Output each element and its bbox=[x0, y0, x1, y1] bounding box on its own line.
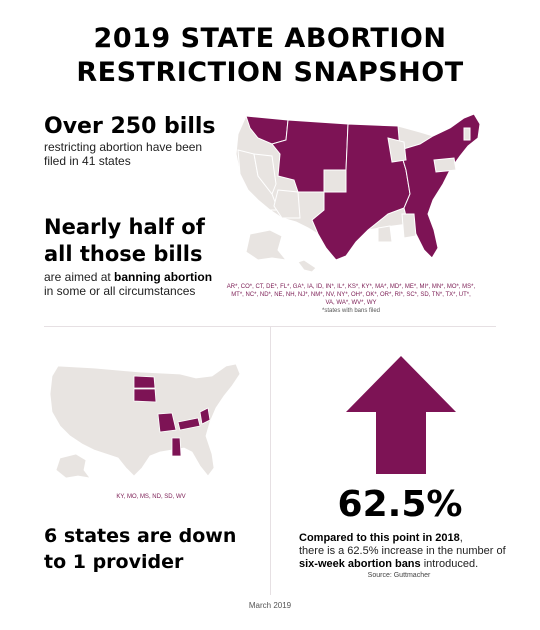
source-note: Source: Guttmacher bbox=[367, 572, 431, 579]
bills-states-list: AR*, CO*, CT, DE*, FL*, GA*, IA, ID, IN*… bbox=[226, 284, 476, 306]
map-gray-nevada bbox=[253, 153, 277, 195]
bans-sub-prefix: are aimed at bbox=[44, 270, 115, 284]
vertical-divider bbox=[270, 327, 271, 595]
map-hawaii bbox=[297, 259, 317, 273]
provider-states-list: KY, MO, MS, ND, SD, WV bbox=[116, 494, 186, 500]
map2-west-virginia bbox=[199, 407, 211, 425]
increase-line-3-suffix: introduced. bbox=[420, 558, 479, 570]
map2-mississippi bbox=[171, 437, 182, 457]
map2-alaska bbox=[55, 453, 91, 479]
up-arrow-icon bbox=[346, 356, 456, 474]
page-title: 2019 STATE ABORTION RESTRICTION SNAPSHOT bbox=[0, 22, 540, 90]
us-map-bills-filed bbox=[235, 113, 481, 273]
map-alaska bbox=[245, 229, 288, 261]
providers-headline: 6 states are down to 1 provider bbox=[44, 523, 236, 575]
increase-line-2: there is a 62.5% increase in the number … bbox=[299, 545, 506, 557]
bans-sub-suffix: in some or all circumstances bbox=[44, 284, 196, 298]
providers-headline-line-2: to 1 provider bbox=[44, 551, 184, 573]
bills-states-note: *states with bans filed bbox=[321, 308, 381, 314]
map2-south-dakota bbox=[133, 388, 157, 403]
bans-headline-line-1: Nearly half of bbox=[44, 215, 205, 239]
bills-headline: Over 250 bills bbox=[44, 114, 216, 139]
bans-sub-bold: banning abortion bbox=[114, 270, 213, 284]
increase-bold-line-3: six-week abortion bans bbox=[299, 558, 421, 570]
map-gray-wisconsin bbox=[387, 137, 407, 163]
providers-headline-line-1: 6 states are down bbox=[44, 525, 237, 547]
increase-bold-prefix: Compared to this point in 2018 bbox=[299, 532, 460, 544]
bills-subtext: restricting abortion have been filed in … bbox=[44, 140, 203, 168]
map2-base-gray bbox=[49, 363, 241, 477]
map-gray-alabama bbox=[401, 213, 417, 239]
increase-percent: 62.5% bbox=[337, 484, 463, 525]
map2-north-dakota bbox=[133, 375, 156, 389]
bans-subtext: are aimed at banning abortion in some or… bbox=[44, 270, 244, 298]
map-gray-vermont-nh bbox=[463, 127, 471, 141]
title-line-1: 2019 STATE ABORTION bbox=[93, 23, 447, 54]
map-gray-louisiana bbox=[377, 225, 393, 243]
map2-missouri bbox=[157, 412, 177, 433]
bans-headline-line-2: all those bills bbox=[44, 242, 203, 266]
footer-date: March 2019 bbox=[248, 601, 292, 610]
map2-kentucky bbox=[177, 417, 201, 431]
bans-headline: Nearly half of all those bills bbox=[44, 214, 205, 268]
horizontal-divider bbox=[44, 326, 496, 327]
map-gray-pennsylvania bbox=[433, 157, 457, 173]
us-map-one-provider bbox=[49, 363, 241, 479]
title-line-2: RESTRICTION SNAPSHOT bbox=[76, 57, 464, 88]
increase-description: Compared to this point in 2018, there is… bbox=[299, 532, 509, 571]
increase-comma: , bbox=[459, 532, 463, 544]
map-gray-arizona bbox=[273, 189, 301, 219]
